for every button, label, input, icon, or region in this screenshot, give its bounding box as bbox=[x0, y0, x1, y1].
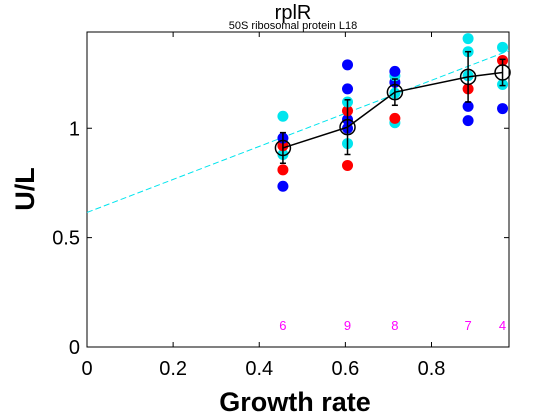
data-point-blue bbox=[497, 103, 509, 115]
data-point-blue bbox=[342, 83, 354, 95]
x-tick-label: 0.6 bbox=[331, 358, 359, 380]
x-tick-label: 0.2 bbox=[159, 358, 187, 380]
mean-marker bbox=[386, 83, 404, 101]
data-point-red bbox=[277, 164, 289, 176]
x-tick-label: 0.8 bbox=[418, 358, 446, 380]
sample-count-label: 4 bbox=[499, 318, 506, 333]
x-tick-label: 0.4 bbox=[245, 358, 273, 380]
y-tick-label: 0 bbox=[69, 337, 80, 359]
y-axis-label: U/L bbox=[10, 167, 40, 211]
ticks-layer: 0 0.2 0.4 0.6 0.8 0 0.5 1 bbox=[52, 32, 509, 380]
mean-marker bbox=[274, 139, 292, 157]
data-point-blue bbox=[277, 180, 289, 192]
chart-subtitle: 50S ribosomal protein L18 bbox=[229, 20, 357, 32]
mean-marker bbox=[339, 118, 356, 136]
plot-area bbox=[86, 31, 510, 348]
y-tick-label: 1 bbox=[69, 118, 80, 140]
data-point-cyan bbox=[277, 110, 289, 122]
data-point-blue bbox=[342, 59, 354, 71]
data-point-red bbox=[342, 159, 354, 171]
data-point-blue bbox=[462, 100, 474, 112]
sample-count-label: 9 bbox=[344, 318, 351, 333]
data-point-blue bbox=[462, 115, 474, 127]
mean-marker bbox=[494, 64, 511, 81]
means-layer: 6 9 8 7 4 bbox=[274, 50, 511, 333]
sample-count-label: 6 bbox=[279, 318, 286, 333]
sample-count-label: 8 bbox=[391, 318, 398, 333]
data-point-blue bbox=[389, 65, 401, 77]
points-layer bbox=[277, 33, 509, 192]
x-axis-label: Growth rate bbox=[219, 387, 371, 417]
data-point-cyan bbox=[462, 33, 474, 45]
sample-count-label: 7 bbox=[464, 318, 471, 333]
chart-title: rplR bbox=[275, 2, 312, 24]
data-point-cyan bbox=[497, 41, 509, 53]
data-point-red bbox=[389, 112, 401, 124]
fit-line bbox=[86, 50, 510, 213]
mean-marker bbox=[459, 68, 477, 86]
x-tick-label: 0 bbox=[81, 358, 92, 380]
fit-layer bbox=[86, 50, 510, 213]
y-tick-label: 0.5 bbox=[52, 228, 80, 250]
